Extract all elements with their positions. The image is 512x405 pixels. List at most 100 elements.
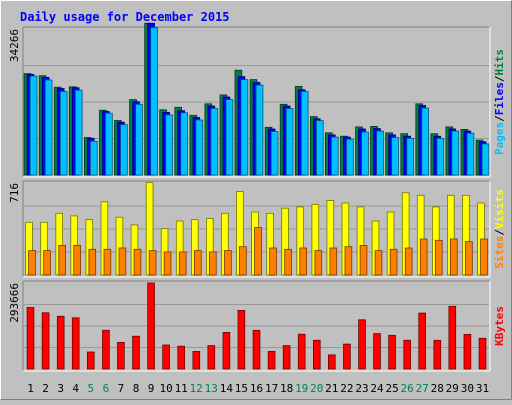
bar-pages-day-9: [150, 27, 158, 176]
bar-kbytes-day-7: [117, 341, 125, 370]
x-tick-label-day-13: 13: [205, 382, 218, 395]
bar-kbytes-day-4: [71, 317, 80, 370]
bar-sites-day-6: [103, 248, 112, 276]
chart-title: Daily usage for December 2015: [20, 10, 230, 24]
bar-kbytes-day-9: [147, 282, 155, 370]
x-tick-label-day-5: 5: [87, 382, 94, 395]
bar-sites-day-7: [118, 247, 127, 276]
bar-sites-day-29: [449, 238, 458, 276]
bar-kbytes-day-14: [222, 331, 231, 370]
bar-pages-day-2: [44, 79, 53, 176]
bar-sites-day-22: [344, 246, 353, 276]
bar-pages-day-25: [391, 137, 399, 176]
x-tick-label-day-16: 16: [250, 382, 263, 395]
x-tick-label-day-23: 23: [355, 382, 368, 395]
legend-separator: /: [493, 229, 506, 236]
bar-kbytes-day-3: [56, 315, 65, 370]
bar-sites-day-13: [208, 251, 217, 276]
bar-kbytes-day-24: [373, 333, 381, 370]
bar-kbytes-day-30: [463, 333, 472, 370]
bar-pages-day-22: [346, 138, 354, 176]
x-tick-label-day-8: 8: [133, 382, 140, 395]
bar-sites-day-27: [419, 238, 428, 276]
bar-pages-day-16: [255, 84, 264, 176]
x-tick-label-day-2: 2: [42, 382, 49, 395]
bar-sites-day-14: [224, 250, 232, 276]
bar-pages-day-8: [135, 103, 143, 176]
bar-pages-day-21: [330, 136, 339, 176]
bar-sites-day-24: [374, 250, 383, 276]
bar-sites-day-12: [193, 250, 202, 276]
bar-pages-day-27: [421, 107, 429, 176]
bar-sites-day-16: [254, 227, 262, 276]
bar-pages-day-26: [406, 137, 414, 176]
bar-kbytes-day-29: [448, 305, 457, 370]
bar-kbytes-day-1: [26, 307, 35, 370]
bar-kbytes-day-12: [192, 350, 201, 370]
bar-pages-day-10: [165, 114, 173, 176]
bar-pages-day-12: [195, 119, 204, 176]
bar-kbytes-day-6: [102, 329, 110, 370]
x-tick-label-day-27: 27: [416, 382, 429, 395]
x-tick-label-day-10: 10: [159, 382, 172, 395]
x-tick-label-day-6: 6: [103, 382, 110, 395]
bar-pages-day-30: [466, 132, 475, 176]
bar-sites-day-2: [43, 250, 51, 276]
y-max-label-top: 34266: [8, 29, 21, 62]
x-tick-label-day-21: 21: [325, 382, 338, 395]
bar-pages-day-28: [436, 137, 445, 176]
bar-pages-day-20: [315, 120, 324, 176]
legend-item-hits: Hits: [493, 49, 506, 76]
x-tick-label-day-20: 20: [310, 382, 323, 395]
bar-pages-day-31: [481, 143, 490, 176]
legend-separator: /: [493, 75, 506, 82]
y-max-label-middle: 716: [8, 183, 21, 203]
bar-pages-day-6: [105, 112, 113, 176]
legend-item-kbytes: KBytes: [493, 306, 506, 346]
bar-kbytes-day-5: [87, 351, 95, 370]
bar-sites-day-9: [148, 250, 157, 276]
bar-sites-day-26: [404, 247, 413, 276]
bar-sites-day-28: [434, 239, 443, 276]
bar-kbytes-day-11: [177, 345, 186, 370]
bar-kbytes-day-25: [388, 334, 396, 370]
bar-sites-day-19: [299, 247, 307, 276]
legend-item-files: Files: [493, 82, 506, 115]
bar-sites-day-4: [73, 244, 82, 276]
bar-kbytes-day-28: [433, 339, 442, 370]
bar-sites-day-18: [284, 248, 292, 276]
x-tick-label-day-9: 9: [148, 382, 155, 395]
x-tick-label-day-30: 30: [461, 382, 474, 395]
bar-sites-day-1: [28, 250, 36, 276]
x-tick-label-day-29: 29: [446, 382, 459, 395]
legend-bottom: KBytes: [493, 306, 506, 346]
bar-kbytes-day-22: [343, 343, 351, 370]
bar-kbytes-day-18: [282, 345, 291, 370]
bar-pages-day-3: [59, 91, 68, 176]
x-tick-label-day-28: 28: [431, 382, 444, 395]
panel-middle: 716 Sites/Visits: [8, 180, 506, 278]
bar-pages-day-17: [270, 131, 279, 176]
x-tick-label-day-3: 3: [57, 382, 64, 395]
x-tick-label-day-25: 25: [385, 382, 398, 395]
bar-kbytes-day-8: [132, 335, 140, 370]
bar-kbytes-day-17: [267, 350, 276, 370]
x-tick-label-day-12: 12: [190, 382, 203, 395]
bar-sites-day-30: [465, 241, 473, 276]
x-tick-label-day-19: 19: [295, 382, 308, 395]
bar-sites-day-17: [269, 247, 277, 276]
x-tick-label-day-1: 1: [27, 382, 34, 395]
panel-top: 34266 Pages/Files/Hits: [8, 22, 506, 178]
bar-sites-day-5: [88, 248, 97, 276]
bar-kbytes-day-10: [162, 344, 170, 370]
legend-top: Pages/Files/Hits: [493, 49, 506, 155]
bar-pages-day-13: [210, 108, 219, 176]
x-tick-label-day-15: 15: [235, 382, 248, 395]
x-tick-label-day-4: 4: [72, 382, 79, 395]
bar-pages-day-5: [90, 140, 98, 176]
bar-kbytes-day-20: [312, 339, 321, 370]
bar-sites-day-10: [163, 251, 172, 276]
bar-kbytes-day-13: [207, 345, 216, 370]
bar-kbytes-day-2: [41, 312, 50, 370]
